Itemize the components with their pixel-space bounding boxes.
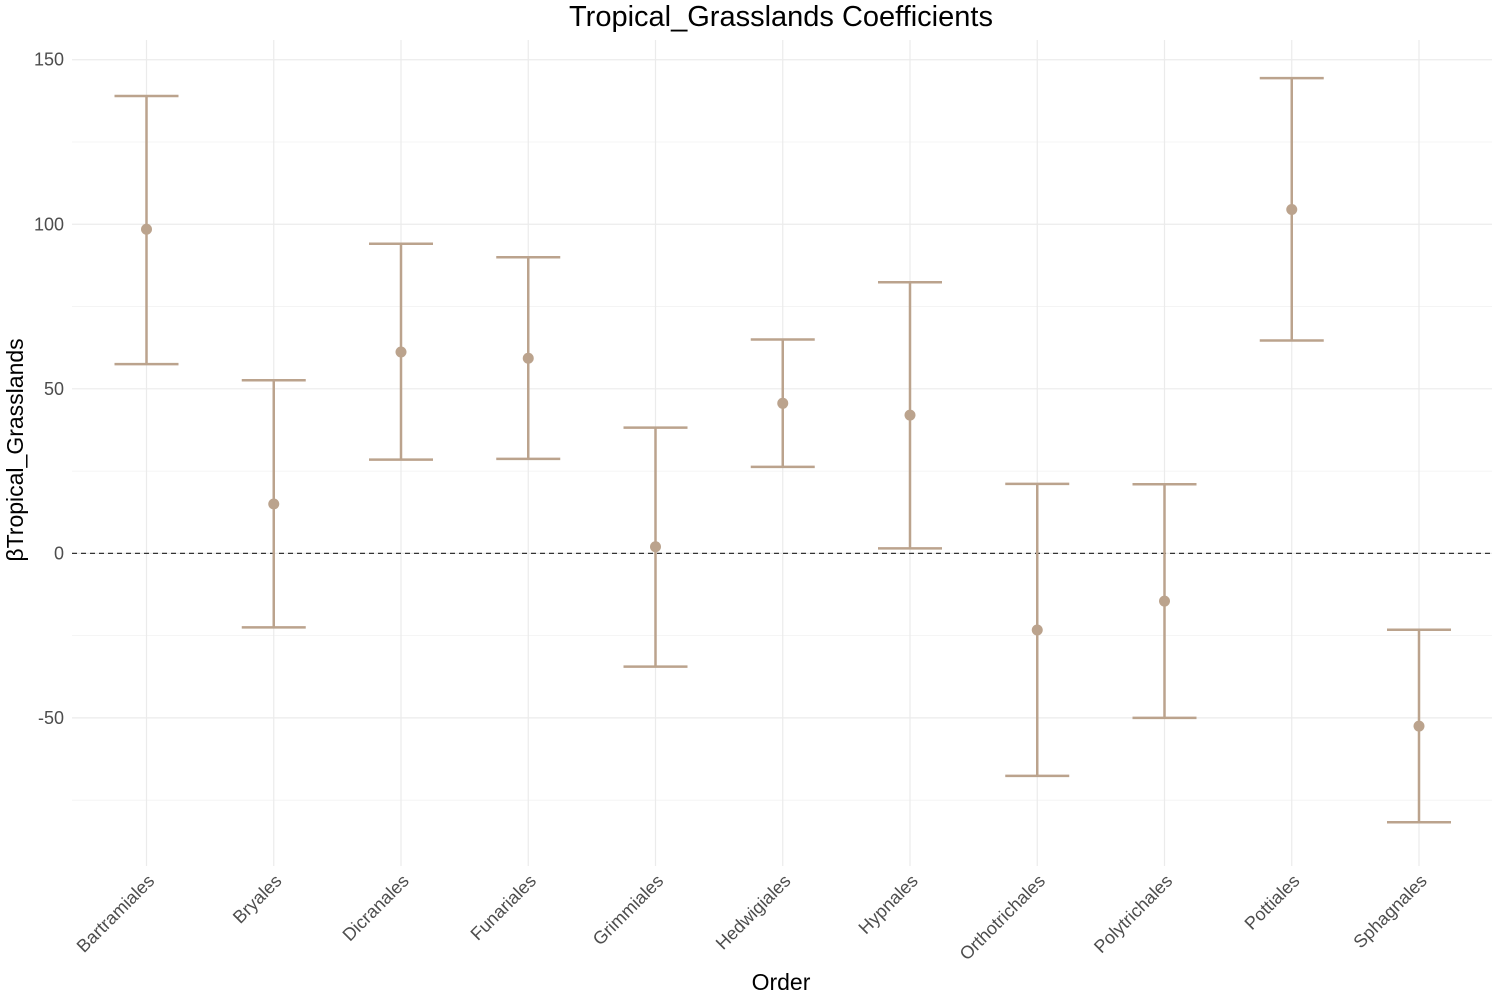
x-tick-label: Bryales [229,871,286,928]
y-tick-label: 50 [44,379,64,399]
y-tick-label: 150 [34,50,64,70]
estimate-point [1286,203,1298,215]
estimate-point [777,397,789,409]
estimate-point [1413,720,1425,732]
x-tick-labels: Bartramiales Bryales Dicranales Funariales G… [73,871,1431,964]
y-tick-label: 100 [34,214,64,234]
y-axis-label: βTropical_Grasslands [2,338,28,561]
x-tick-label: Bartramiales [73,871,159,957]
estimate-point [141,223,152,235]
error-bar-layer [114,76,1451,824]
estimate-point [650,541,661,553]
point-layer [141,203,1425,732]
estimate-point [522,352,534,364]
x-tick-label: Polytrichales [1090,871,1176,957]
y-tick-label: -50 [38,708,64,728]
estimate-point [1031,624,1043,636]
x-tick-label: Dicranales [339,871,413,945]
x-tick-label: Orthotrichales [956,871,1049,964]
x-tick-label: Hypnales [855,871,922,938]
estimate-point [1159,595,1170,607]
y-tick-labels: -50 0 50 100 150 [34,50,64,728]
x-tick-label: Pottiales [1241,871,1304,934]
x-axis-label: Order [752,969,811,995]
chart-title: Tropical_Grasslands Coefficients [569,1,993,33]
y-tick-label: 0 [54,543,64,563]
x-tick-label: Sphagnales [1349,871,1430,952]
x-tick-label: Hedwigiales [712,871,795,954]
x-tick-label: Grimmiales [589,871,667,949]
estimate-point [904,409,916,421]
x-tick-label: Funariales [467,871,541,945]
estimate-point [395,346,407,358]
estimate-point [268,498,280,510]
